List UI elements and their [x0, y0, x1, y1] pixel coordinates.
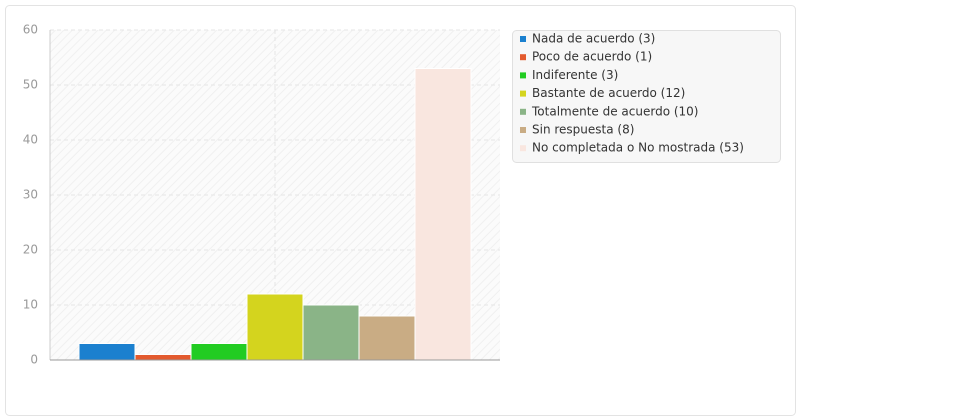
- legend-swatch: [520, 54, 526, 61]
- legend-label: Indiferente (3): [532, 68, 618, 82]
- y-tick-label: 30: [23, 188, 38, 202]
- y-tick-label: 60: [23, 23, 38, 37]
- legend-swatch: [520, 108, 526, 115]
- bar: [358, 315, 416, 361]
- legend: [512, 30, 781, 163]
- legend-label: Nada de acuerdo (3): [532, 32, 655, 46]
- bar: [246, 293, 304, 361]
- legend-swatch: [520, 90, 526, 97]
- y-tick-label: 10: [23, 298, 38, 312]
- legend-label: Bastante de acuerdo (12): [532, 86, 685, 100]
- y-tick-label: 50: [23, 78, 38, 92]
- bar: [78, 343, 136, 361]
- legend-swatch: [520, 36, 526, 42]
- bar: [190, 343, 248, 361]
- legend-label: Totalmente de acuerdo (10): [531, 104, 699, 118]
- y-tick-label: 20: [23, 243, 38, 257]
- legend-swatch: [520, 145, 526, 152]
- y-tick-label: 40: [23, 133, 38, 147]
- legend-label: No completada o No mostrada (53): [532, 141, 744, 155]
- bar: [414, 68, 472, 361]
- y-tick-label: 0: [30, 353, 38, 367]
- legend-label: Poco de acuerdo (1): [532, 50, 652, 64]
- bar: [134, 354, 192, 361]
- legend-swatch: [520, 127, 526, 133]
- legend-swatch: [520, 72, 526, 79]
- bar: [302, 304, 360, 361]
- legend-label: Sin respuesta (8): [532, 123, 634, 137]
